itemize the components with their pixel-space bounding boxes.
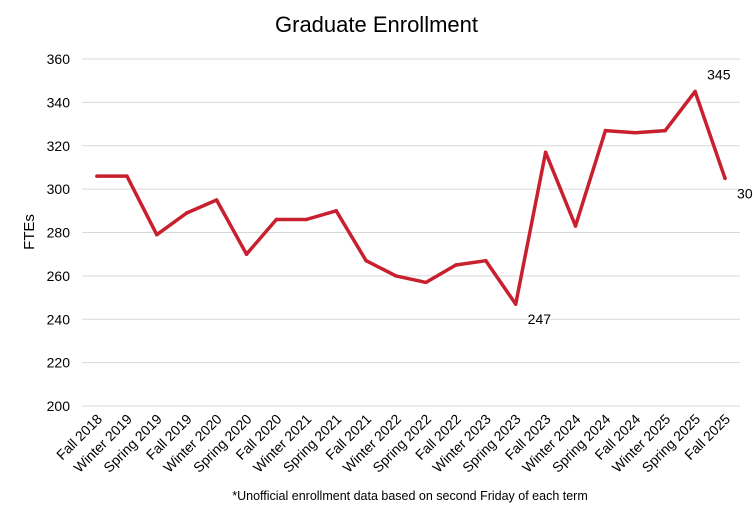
y-tick-label: 360 [47, 51, 71, 67]
data-point [424, 280, 428, 285]
data-point [125, 174, 129, 178]
data-point [364, 258, 368, 263]
data-point [334, 209, 339, 213]
y-axis-title: FTEs [21, 214, 38, 250]
series-line [95, 89, 727, 306]
y-tick-label: 220 [47, 355, 71, 371]
series-line-layer [95, 89, 727, 306]
data-point [693, 89, 697, 94]
data-label: 345 [707, 67, 731, 83]
data-point [95, 174, 99, 178]
data-point [244, 252, 249, 256]
data-point [633, 130, 638, 135]
data-point [154, 232, 159, 237]
data-label: 305 [737, 185, 753, 201]
data-point [723, 176, 727, 181]
y-tick-label: 280 [47, 225, 71, 241]
data-point [573, 224, 578, 228]
y-tick-label: 200 [47, 398, 71, 414]
y-axis-ticks: 200 220 240 260 280 300 320 340 360 [47, 51, 71, 414]
y-tick-label: 320 [47, 138, 71, 154]
data-labels: 247 345 305 [528, 67, 753, 328]
data-point [483, 258, 488, 263]
data-point [603, 128, 608, 133]
y-tick-label: 240 [47, 311, 71, 327]
chart-title: Graduate Enrollment [275, 12, 478, 37]
data-point [454, 263, 458, 267]
data-point [274, 217, 279, 222]
data-point [394, 274, 398, 278]
chart-footnote: *Unofficial enrollment data based on sec… [232, 489, 588, 503]
data-point [543, 150, 548, 155]
data-point [184, 211, 189, 215]
data-point [513, 302, 518, 306]
y-tick-label: 300 [47, 181, 71, 197]
gridlines [82, 58, 740, 407]
y-tick-label: 340 [47, 94, 71, 110]
data-point [214, 198, 219, 202]
data-point [304, 217, 309, 222]
data-point [663, 128, 668, 133]
data-label: 247 [528, 311, 552, 327]
y-tick-label: 260 [47, 268, 71, 284]
